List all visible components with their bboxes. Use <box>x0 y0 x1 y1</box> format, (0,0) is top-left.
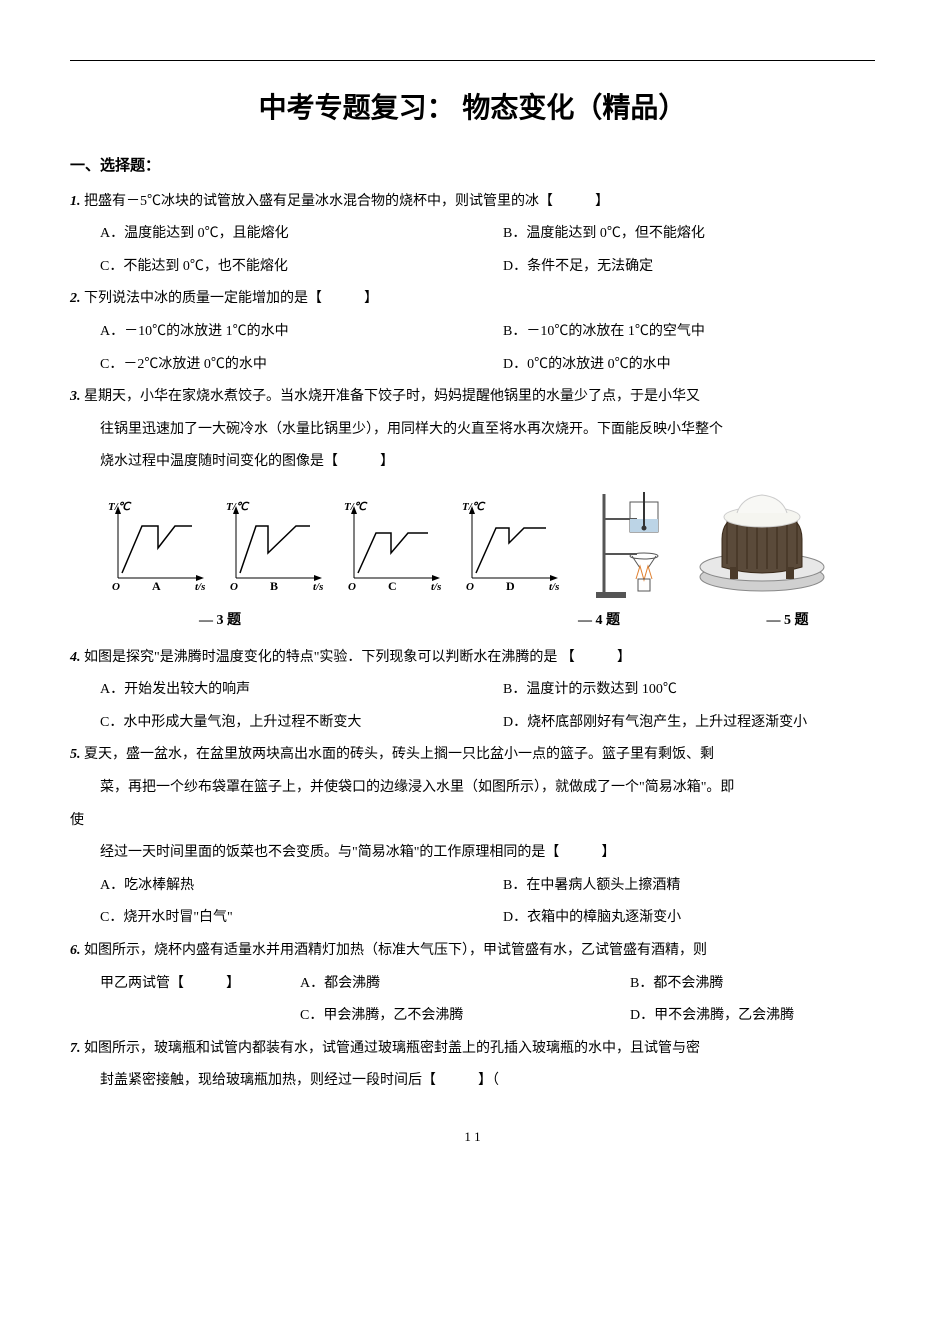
charts-row: T/℃ O t/s A T/℃ O t/s B T/℃ <box>100 484 875 604</box>
chart-a-svg: T/℃ O t/s A <box>100 498 210 593</box>
chart-d-xlabel: t/s <box>549 581 559 593</box>
apparatus-icon <box>592 484 672 604</box>
section-header: 一、选择题： <box>70 152 875 181</box>
chart-c: T/℃ O t/s C <box>336 498 446 604</box>
q5-optC: C．烧开水时冒"白气" <box>100 905 503 932</box>
q1-optC: C．不能达到 0℃，也不能熔化 <box>100 254 503 281</box>
q2-num: 2. <box>70 291 81 306</box>
q5-line2: 菜，再把一个纱布袋罩在篮子上，并使袋口的边缘浸入水里（如图所示），就做成了一个"… <box>70 775 875 802</box>
chart-b: T/℃ O t/s B <box>218 498 328 604</box>
q6-optA: A．都会沸腾 <box>300 971 630 998</box>
q1-row1: A．温度能达到 0℃，且能熔化 B．温度能达到 0℃，但不能熔化 <box>70 221 875 248</box>
basin-icon <box>692 489 832 599</box>
q3-line3: 烧水过程中温度随时间变化的图像是【 】 <box>70 449 875 476</box>
q5-line2b: 使 <box>70 808 875 835</box>
q5-row1: A．吃冰棒解热 B．在中暑病人额头上擦酒精 <box>70 873 875 900</box>
q7-num: 7. <box>70 1041 81 1056</box>
q5-optA: A．吃冰棒解热 <box>100 873 503 900</box>
q3-line2: 往锅里迅速加了一大碗冷水（水量比锅里少），用同样大的火直至将水再次烧开。下面能反… <box>70 417 875 444</box>
q2-optA: A．－10℃的冰放进 1℃的水中 <box>100 319 503 346</box>
caption-4: — 4 题 <box>370 608 650 635</box>
q3-num: 3. <box>70 389 81 404</box>
chart-c-letter: C <box>388 579 397 593</box>
chart-b-xlabel: t/s <box>313 581 323 593</box>
question-2: 2. 下列说法中冰的质量一定能增加的是【 】 <box>70 286 875 313</box>
chart-a-letter: A <box>152 579 161 593</box>
question-5: 5. 夏天，盛一盆水，在盆里放两块高出水面的砖头，砖头上搁一只比盆小一点的篮子。… <box>70 742 875 769</box>
svg-text:O: O <box>112 581 120 593</box>
q2-row1: A．－10℃的冰放进 1℃的水中 B．－10℃的冰放在 1℃的空气中 <box>70 319 875 346</box>
q3-text: 星期天，小华在家烧水煮饺子。当水烧开准备下饺子时，妈妈提醒他锅里的水量少了点，于… <box>84 389 700 404</box>
q2-optC: C．－2℃冰放进 0℃的水中 <box>100 352 503 379</box>
q4-num: 4. <box>70 650 81 665</box>
q4-text: 如图是探究"是沸腾时温度变化的特点"实验．下列现象可以判断水在沸腾的是 【 】 <box>84 650 631 665</box>
question-1: 1. 把盛有－5℃冰块的试管放入盛有足量冰水混合物的烧杯中，则试管里的冰【 】 <box>70 189 875 216</box>
q4-row2: C．水中形成大量气泡，上升过程不断变大 D．烧杯底部刚好有气泡产生，上升过程逐渐… <box>70 710 875 737</box>
q2-row2: C．－2℃冰放进 0℃的水中 D．0℃的冰放进 0℃的水中 <box>70 352 875 379</box>
chart-a: T/℃ O t/s A <box>100 498 210 604</box>
q7-text: 如图所示，玻璃瓶和试管内都装有水，试管通过玻璃瓶密封盖上的孔插入玻璃瓶的水中，且… <box>84 1041 700 1056</box>
q2-optD: D．0℃的冰放进 0℃的水中 <box>503 352 875 379</box>
svg-text:O: O <box>348 581 356 593</box>
q2-optB: B．－10℃的冰放在 1℃的空气中 <box>503 319 875 346</box>
q1-num: 1. <box>70 194 81 209</box>
chart-c-xlabel: t/s <box>431 581 441 593</box>
q6-text: 如图所示，烧杯内盛有适量水并用酒精灯加热（标准大气压下），甲试管盛有水，乙试管盛… <box>84 943 707 958</box>
svg-text:O: O <box>230 581 238 593</box>
chart-d: T/℃ O t/s D <box>454 498 564 604</box>
q5-row2: C．烧开水时冒"白气" D．衣箱中的樟脑丸逐渐变小 <box>70 905 875 932</box>
q4-optC: C．水中形成大量气泡，上升过程不断变大 <box>100 710 503 737</box>
chart-b-svg: T/℃ O t/s B <box>218 498 328 593</box>
page-title: 中考专题复习： 物态变化（精品） <box>70 81 875 134</box>
q2-text: 下列说法中冰的质量一定能增加的是【 】 <box>84 291 378 306</box>
chart-d-svg: T/℃ O t/s D <box>454 498 564 593</box>
q7-line2: 封盖紧密接触，现给玻璃瓶加热，则经过一段时间后【 】（ <box>70 1068 875 1095</box>
q5-optB: B．在中暑病人额头上擦酒精 <box>503 873 875 900</box>
chart-b-letter: B <box>270 579 278 593</box>
q5-num: 5. <box>70 747 81 762</box>
q4-optD: D．烧杯底部刚好有气泡产生，上升过程逐渐变小 <box>503 710 875 737</box>
q4-optB: B．温度计的示数达到 100℃ <box>503 677 875 704</box>
question-4: 4. 如图是探究"是沸腾时温度变化的特点"实验．下列现象可以判断水在沸腾的是 【… <box>70 645 875 672</box>
caption-3: — 3 题 <box>70 608 370 635</box>
q4-optA: A．开始发出较大的响声 <box>100 677 503 704</box>
caption-5: — 5 题 <box>650 608 875 635</box>
q1-optD: D．条件不足，无法确定 <box>503 254 875 281</box>
chart-c-svg: T/℃ O t/s C <box>336 498 446 593</box>
question-6: 6. 如图所示，烧杯内盛有适量水并用酒精灯加热（标准大气压下），甲试管盛有水，乙… <box>70 938 875 965</box>
top-rule <box>70 60 875 61</box>
question-7: 7. 如图所示，玻璃瓶和试管内都装有水，试管通过玻璃瓶密封盖上的孔插入玻璃瓶的水… <box>70 1036 875 1063</box>
q6-optC: C．甲会沸腾，乙不会沸腾 <box>300 1003 630 1030</box>
q5-optD: D．衣箱中的樟脑丸逐渐变小 <box>503 905 875 932</box>
q1-optA: A．温度能达到 0℃，且能熔化 <box>100 221 503 248</box>
question-3: 3. 星期天，小华在家烧水煮饺子。当水烧开准备下饺子时，妈妈提醒他锅里的水量少了… <box>70 384 875 411</box>
q4-row1: A．开始发出较大的响声 B．温度计的示数达到 100℃ <box>70 677 875 704</box>
page-number: 1 1 <box>70 1125 875 1150</box>
captions-row: — 3 题 — 4 题 — 5 题 <box>70 608 875 635</box>
chart-d-letter: D <box>506 579 515 593</box>
q6-optD: D．甲不会沸腾，乙会沸腾 <box>630 1003 875 1030</box>
q1-optB: B．温度能达到 0℃，但不能熔化 <box>503 221 875 248</box>
q6-num: 6. <box>70 943 81 958</box>
q6-row2: C．甲会沸腾，乙不会沸腾 D．甲不会沸腾，乙会沸腾 <box>70 1003 875 1030</box>
q6-row1: 甲乙两试管【 】 A．都会沸腾 B．都不会沸腾 <box>70 971 875 998</box>
q1-text: 把盛有－5℃冰块的试管放入盛有足量冰水混合物的烧杯中，则试管里的冰【 】 <box>84 194 609 209</box>
side-images <box>592 484 832 604</box>
q5-text: 夏天，盛一盆水，在盆里放两块高出水面的砖头，砖头上搁一只比盆小一点的篮子。篮子里… <box>84 747 714 762</box>
q6-line2: 甲乙两试管【 】 <box>70 971 300 998</box>
svg-text:O: O <box>466 581 474 593</box>
chart-a-xlabel: t/s <box>195 581 205 593</box>
q6-optB: B．都不会沸腾 <box>630 971 875 998</box>
q1-row2: C．不能达到 0℃，也不能熔化 D．条件不足，无法确定 <box>70 254 875 281</box>
q5-line3: 经过一天时间里面的饭菜也不会变质。与"简易冰箱"的工作原理相同的是【 】 <box>70 840 875 867</box>
